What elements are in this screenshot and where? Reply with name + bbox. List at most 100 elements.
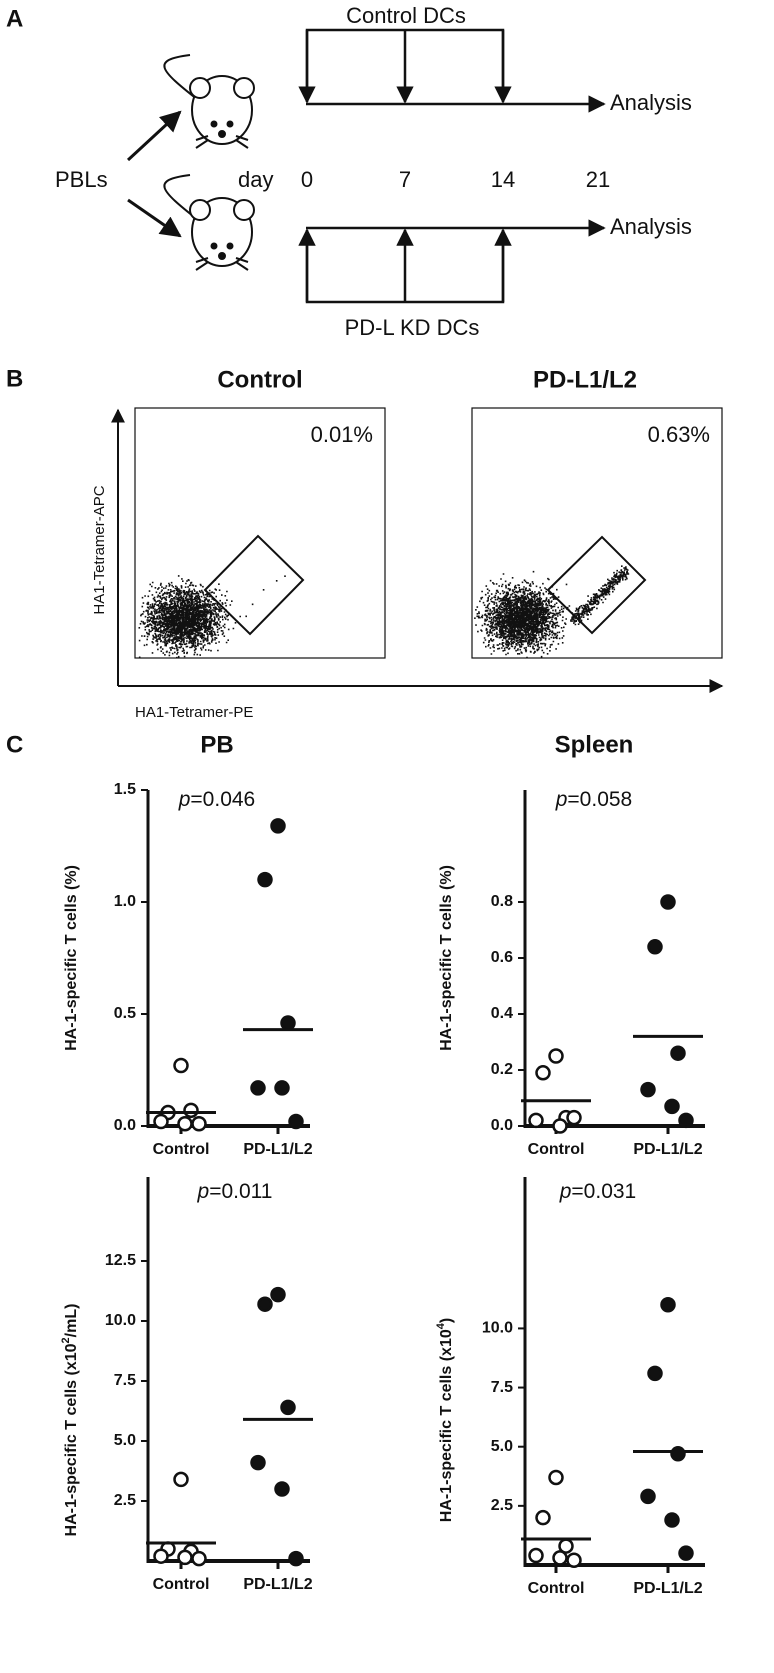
y-axis-label-part: HA-1-specific T cells (x10 bbox=[63, 1343, 80, 1536]
p-text: =0.031 bbox=[571, 1180, 636, 1203]
y-axis-label: HA-1-specific T cells (%) bbox=[63, 865, 80, 1051]
p-text: =0.046 bbox=[190, 788, 255, 811]
data-point bbox=[647, 939, 663, 955]
y-axis-label-part: HA-1-specific T cells (x10 bbox=[438, 1329, 455, 1522]
y-tick-label: 5.0 bbox=[491, 1438, 513, 1455]
x-tick-label: Control bbox=[528, 1580, 585, 1597]
plot-title: Control bbox=[217, 366, 302, 393]
y-tick-label: 0.4 bbox=[491, 1005, 513, 1022]
source-label: PBLs bbox=[55, 167, 108, 192]
data-point bbox=[528, 1112, 544, 1129]
plot-frame bbox=[471, 407, 723, 659]
data-point bbox=[177, 1116, 193, 1132]
y-tick-label: 1.5 bbox=[114, 781, 136, 798]
p-symbol: p bbox=[559, 1180, 572, 1203]
x-tick-label: Control bbox=[528, 1141, 585, 1158]
y-axis-label: HA-1-specific T cells (x104) bbox=[435, 1318, 455, 1522]
data-point bbox=[191, 1550, 207, 1567]
data-point bbox=[270, 1286, 286, 1303]
data-point bbox=[250, 1080, 266, 1096]
y-tick-label: 10.0 bbox=[105, 1312, 136, 1329]
data-point bbox=[274, 1481, 290, 1497]
arrow bbox=[126, 110, 182, 162]
data-point bbox=[153, 1113, 169, 1130]
panel-letter: A bbox=[6, 5, 23, 32]
y-tick-label: 12.5 bbox=[105, 1252, 136, 1269]
data-point bbox=[535, 1065, 551, 1081]
p-value: p=0.011 bbox=[197, 1180, 273, 1203]
data-point bbox=[678, 1545, 694, 1561]
data-point bbox=[153, 1548, 169, 1564]
treatment-label: Control DCs bbox=[346, 3, 466, 28]
y-axis-label-part: ) bbox=[438, 1318, 455, 1323]
timeline-bottom bbox=[298, 219, 606, 304]
y-tick-label: 2.5 bbox=[491, 1497, 513, 1514]
day: 21 bbox=[586, 167, 610, 192]
chart-title: PB bbox=[200, 731, 233, 758]
y-tick-label: 5.0 bbox=[114, 1432, 136, 1449]
data-point bbox=[173, 1471, 189, 1488]
x-tick-label: PD-L1/L2 bbox=[243, 1141, 312, 1158]
data-point bbox=[257, 1296, 273, 1312]
data-point bbox=[173, 1057, 189, 1074]
x-tick-label: Control bbox=[153, 1141, 210, 1158]
p-value: p=0.046 bbox=[178, 788, 256, 811]
day: 0 bbox=[301, 167, 313, 192]
data-point bbox=[288, 1113, 304, 1130]
y-axis-label-part: 4 bbox=[435, 1322, 447, 1329]
x-tick-label: PD-L1/L2 bbox=[633, 1580, 702, 1597]
data-point bbox=[552, 1550, 568, 1566]
y-tick-label: 0.0 bbox=[114, 1117, 136, 1134]
day: 14 bbox=[491, 167, 515, 192]
data-point bbox=[535, 1509, 551, 1526]
data-point bbox=[678, 1112, 694, 1129]
gate-percent: 0.01% bbox=[311, 422, 373, 447]
data-point bbox=[250, 1454, 266, 1471]
y-tick-label: 7.5 bbox=[114, 1372, 136, 1389]
gate-percent: 0.63% bbox=[648, 422, 710, 447]
y-tick-label: 1.0 bbox=[114, 893, 136, 910]
data-point bbox=[640, 1081, 656, 1098]
data-point bbox=[660, 894, 676, 910]
event-cloud bbox=[474, 565, 630, 659]
p-value: p=0.031 bbox=[559, 1180, 637, 1203]
p-symbol: p bbox=[197, 1180, 210, 1203]
data-point bbox=[191, 1116, 207, 1132]
p-symbol: p bbox=[178, 788, 191, 811]
y-axis-label-part: /mL) bbox=[63, 1304, 80, 1338]
event-clouds bbox=[138, 565, 630, 659]
panel-letter: C bbox=[6, 731, 23, 758]
x-tick-label: PD-L1/L2 bbox=[633, 1141, 702, 1158]
data-point bbox=[280, 1015, 296, 1031]
y-tick-label: 0.6 bbox=[491, 949, 513, 966]
x-tick-label: Control bbox=[153, 1576, 210, 1593]
data-point bbox=[548, 1048, 564, 1064]
endpoint: Analysis bbox=[610, 90, 692, 115]
chart-title: Spleen bbox=[555, 731, 634, 758]
p-symbol: p bbox=[555, 788, 568, 811]
y-axis-label-part: 2 bbox=[60, 1337, 72, 1343]
plot-frame bbox=[134, 407, 386, 659]
data-point bbox=[664, 1098, 680, 1115]
data-point bbox=[552, 1118, 568, 1134]
gate bbox=[546, 535, 647, 635]
arrow bbox=[127, 198, 182, 238]
data-point bbox=[664, 1512, 680, 1528]
p-value: p=0.058 bbox=[555, 788, 633, 811]
timeline-top bbox=[298, 28, 606, 113]
data-point bbox=[566, 1552, 582, 1569]
treatment-label: PD-L KD DCs bbox=[345, 315, 480, 340]
mouse bbox=[163, 174, 255, 271]
day: 7 bbox=[399, 167, 411, 192]
y-tick-label: 0.0 bbox=[491, 1117, 513, 1134]
axis-label: HA1-Tetramer-APC bbox=[91, 485, 108, 614]
p-text: =0.011 bbox=[209, 1180, 272, 1203]
panel-letter: B bbox=[6, 365, 23, 392]
data-point bbox=[566, 1109, 582, 1126]
data-point bbox=[274, 1080, 290, 1096]
event-cloud bbox=[138, 575, 286, 659]
data-point bbox=[270, 818, 286, 834]
data-point bbox=[548, 1469, 564, 1486]
y-tick-label: 7.5 bbox=[491, 1379, 513, 1396]
